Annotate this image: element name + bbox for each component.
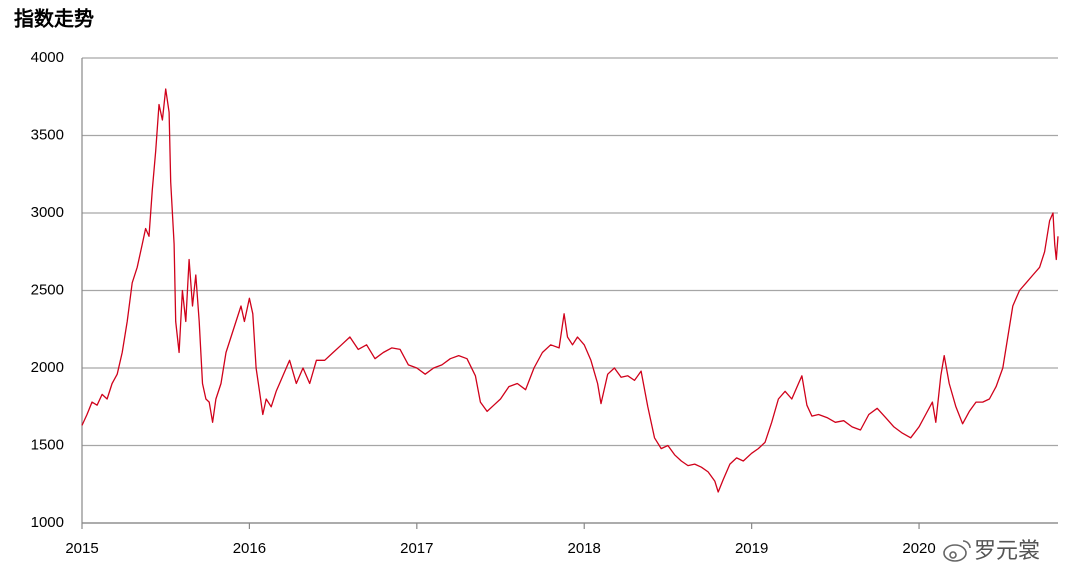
y-tick-label: 4000	[31, 49, 64, 66]
y-tick-label: 3000	[31, 204, 64, 221]
line	[81, 88, 1059, 493]
y-tick-label: 2500	[31, 281, 64, 298]
watermark-icon	[943, 540, 971, 562]
y-tick-label: 2000	[31, 359, 64, 376]
chart-title: 指数走势	[14, 6, 94, 30]
y-tick-label: 3500	[31, 126, 64, 143]
x-tick-label: 2017	[400, 540, 433, 557]
watermark: 罗元裳	[974, 538, 1040, 563]
x-tick-label: 2015	[65, 540, 98, 557]
x-tick-label: 2016	[233, 540, 266, 557]
x-tick-label: 2019	[735, 540, 768, 557]
x-tick-label: 2018	[568, 540, 601, 557]
y-tick-label: 1000	[31, 514, 64, 531]
y-tick-label: 1500	[31, 436, 64, 453]
x-tick-label: 2020	[902, 540, 935, 557]
